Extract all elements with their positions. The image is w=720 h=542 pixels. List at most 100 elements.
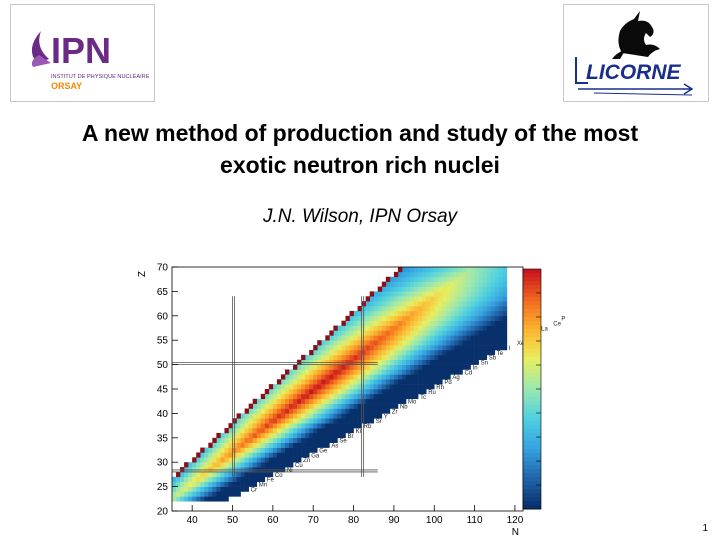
nuclide-cell	[268, 418, 274, 424]
nuclide-cell	[458, 369, 463, 375]
nuclide-cell	[321, 389, 326, 395]
nuclide-cell	[446, 267, 451, 273]
nuclide-cell	[325, 432, 330, 439]
element-label: I	[509, 346, 511, 352]
nuclide-cell	[369, 389, 375, 395]
nuclide-cell	[414, 340, 419, 346]
nuclide-cell	[389, 389, 395, 395]
stable-edge-cell	[309, 349, 314, 356]
colorbar-step	[523, 433, 541, 438]
nuclide-cell	[389, 379, 395, 385]
nuclide-cell	[280, 437, 286, 443]
nuclide-cell	[397, 389, 403, 395]
nuclide-cell	[212, 457, 217, 463]
x-tick-label: 100	[426, 515, 443, 526]
nuclide-cell	[349, 374, 354, 380]
nuclide-cell	[329, 374, 334, 380]
nuclide-cell	[470, 349, 475, 356]
nuclide-cell	[369, 384, 375, 390]
nuclide-cell	[381, 320, 387, 326]
colorbar-step	[523, 413, 541, 418]
nuclide-cell	[418, 286, 423, 292]
nuclide-cell	[317, 389, 322, 395]
nuclide-cell	[434, 306, 439, 312]
nuclide-cell	[309, 354, 314, 361]
nuclide-cell	[410, 271, 415, 278]
nuclide-cell	[470, 271, 475, 278]
nuclide-cell	[494, 296, 500, 302]
nuclide-cell	[418, 315, 423, 321]
nuclide-cell	[301, 379, 306, 385]
nuclide-cell	[406, 281, 411, 287]
nuclide-cell	[284, 452, 290, 458]
y-tick-label: 25	[157, 482, 169, 493]
nuclide-cell	[188, 486, 193, 492]
nuclide-cell	[406, 315, 411, 321]
nuclide-cell	[397, 330, 403, 336]
nuclide-cell	[268, 437, 274, 443]
nuclide-cell	[426, 330, 431, 336]
nuclide-cell	[228, 452, 233, 458]
nuclide-cell	[284, 403, 290, 409]
nuclide-cell	[272, 432, 278, 439]
nuclide-cell	[490, 315, 496, 321]
nuclide-cell	[434, 369, 439, 375]
nuclide-cell	[317, 374, 322, 380]
nuclide-cell	[446, 296, 451, 302]
colorbar-step	[523, 373, 541, 378]
nuclide-cell	[349, 428, 354, 434]
nuclide-cell	[276, 432, 282, 439]
nuclide-cell	[490, 330, 496, 336]
nuclide-cell	[397, 306, 403, 312]
nuclide-cell	[369, 393, 375, 400]
nuclide-cell	[502, 301, 508, 307]
nuclide-cell	[401, 281, 407, 287]
nuclide-cell	[377, 296, 383, 302]
nuclide-cell	[410, 393, 415, 400]
nuclide-cell	[401, 301, 407, 307]
nuclide-cell	[397, 369, 403, 375]
element-label: Y	[384, 414, 388, 420]
nuclide-cell	[385, 281, 391, 287]
nuclide-cell	[200, 486, 205, 492]
nuclide-cell	[349, 349, 354, 356]
nuclide-cell	[422, 276, 427, 282]
nuclide-cell	[192, 491, 197, 497]
nuclide-cell	[208, 496, 213, 502]
nuclide-cell	[418, 364, 423, 370]
nuclide-cell	[381, 335, 387, 341]
nuclide-cell	[458, 364, 463, 370]
nuclide-cell	[325, 413, 330, 419]
nuclide-cell	[212, 496, 217, 502]
nuclide-cell	[446, 276, 451, 282]
nuclide-cell	[192, 471, 197, 478]
nuclide-cell	[264, 423, 270, 429]
nuclide-cell	[377, 364, 383, 370]
nuclide-cell	[208, 491, 213, 497]
nuclide-cell	[220, 447, 225, 453]
nuclide-cell	[430, 349, 435, 356]
nuclide-cell	[329, 364, 334, 370]
nuclide-cell	[470, 301, 475, 307]
nuclide-cell	[289, 447, 294, 453]
nuclide-cell	[393, 330, 399, 336]
nuclide-cell	[377, 369, 383, 375]
nuclide-cell	[450, 330, 455, 336]
nuclide-cell	[410, 374, 415, 380]
nuclide-cell	[216, 447, 221, 453]
nuclide-cell	[256, 452, 262, 458]
element-label: Se	[339, 439, 347, 445]
nuclide-cell	[293, 393, 298, 400]
nuclide-cell	[369, 330, 375, 336]
nuclide-cell	[256, 437, 262, 443]
nuclide-cell	[240, 418, 245, 424]
nuclide-cell	[216, 496, 221, 502]
nuclide-cell	[337, 340, 342, 346]
nuclide-cell	[305, 442, 310, 448]
stable-edge-cell	[252, 398, 258, 404]
x-tick-label: 70	[308, 515, 320, 526]
nuclide-cell	[462, 335, 467, 341]
nuclide-cell	[280, 457, 286, 463]
nuclide-cell	[426, 281, 431, 287]
nuclide-cell	[333, 330, 338, 336]
